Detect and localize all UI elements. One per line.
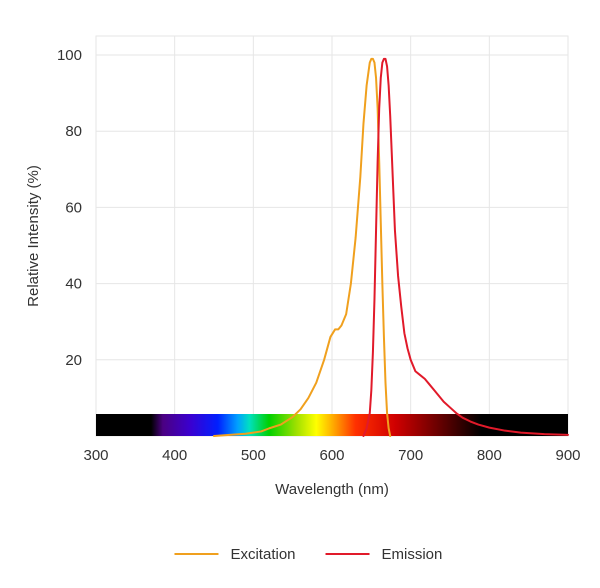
y-tick-label: 80 xyxy=(65,123,82,140)
x-tick-label: 400 xyxy=(162,447,187,464)
spectrum-chart: 300 400 500 600 700 800 900 20 40 60 80 100 Waveleng… xyxy=(0,0,600,588)
x-tick-label: 700 xyxy=(398,447,423,464)
chart-background xyxy=(0,0,600,588)
spectrum-bar xyxy=(96,414,568,436)
x-tick-label: 900 xyxy=(555,447,580,464)
x-tick-label: 500 xyxy=(241,447,266,464)
x-tick-label: 800 xyxy=(477,447,502,464)
y-axis-label: Relative Intensity (%) xyxy=(25,165,42,307)
y-tick-label: 20 xyxy=(65,352,82,369)
x-tick-label: 300 xyxy=(83,447,108,464)
legend-label: Excitation xyxy=(230,546,295,563)
x-tick-label: 600 xyxy=(319,447,344,464)
x-axis-label: Wavelength (nm) xyxy=(275,481,389,498)
y-tick-label: 40 xyxy=(65,276,82,293)
y-tick-label: 100 xyxy=(57,47,82,64)
y-tick-label: 60 xyxy=(65,199,82,216)
legend-label: Emission xyxy=(382,546,443,563)
chart-svg: 300 400 500 600 700 800 900 20 40 60 80 100 Waveleng… xyxy=(0,0,600,588)
